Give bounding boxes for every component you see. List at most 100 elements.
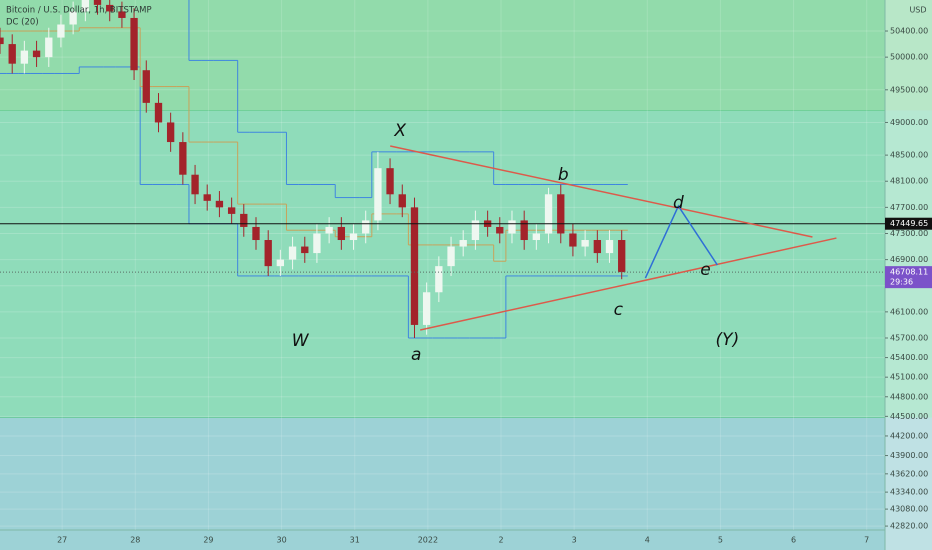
x-tick-label: 31 bbox=[350, 536, 360, 545]
candle-body bbox=[154, 102, 163, 123]
x-tick-label: 4 bbox=[645, 536, 650, 545]
level-tag bbox=[885, 217, 932, 230]
y-tick-label: 44200.00 bbox=[890, 431, 928, 440]
candle-body bbox=[166, 122, 175, 143]
candle-body bbox=[435, 266, 443, 293]
candle-body bbox=[520, 220, 528, 241]
indicator-label: DC (20) bbox=[6, 18, 39, 28]
candle-body bbox=[471, 220, 480, 241]
trendline bbox=[420, 237, 837, 331]
y-tick-label: 45700.00 bbox=[890, 333, 928, 342]
candle-body bbox=[618, 240, 626, 273]
y-tick-label: 44800.00 bbox=[890, 392, 928, 401]
candle-body bbox=[130, 17, 138, 71]
y-tick-label: 43620.00 bbox=[890, 469, 928, 478]
candle-body bbox=[227, 207, 236, 214]
candle-body bbox=[118, 11, 126, 18]
candle-body bbox=[45, 37, 53, 58]
y-tick-label: 42820.00 bbox=[890, 522, 928, 531]
wave-label: (Y) bbox=[716, 330, 740, 350]
wave-label: b bbox=[558, 165, 569, 185]
y-tick-label: 50000.00 bbox=[890, 53, 928, 62]
candle-body bbox=[69, 11, 77, 25]
candle-body bbox=[349, 233, 358, 241]
candle-body bbox=[605, 240, 614, 254]
trendline bbox=[390, 145, 813, 238]
wave-label: a bbox=[411, 345, 421, 365]
last-price-label: 46708.11 bbox=[890, 268, 928, 277]
candle-body bbox=[288, 246, 297, 260]
zone bbox=[0, 417, 932, 530]
chart-title: Bitcoin / U.S. Dollar, 1h, BITSTAMP bbox=[6, 6, 152, 16]
candle-body bbox=[57, 24, 65, 38]
last-price-tag bbox=[885, 266, 932, 289]
candle-body bbox=[106, 4, 114, 12]
wave-label: X bbox=[393, 121, 406, 141]
x-tick-label: 29 bbox=[203, 536, 213, 545]
candle-body bbox=[557, 194, 565, 234]
x-tick-label: 5 bbox=[718, 536, 723, 545]
y-tick-label: 49500.00 bbox=[890, 85, 928, 94]
countdown-label: 29:36 bbox=[890, 278, 913, 287]
wave-label: W bbox=[292, 331, 310, 351]
wave-label: c bbox=[614, 300, 624, 320]
candle-body bbox=[0, 37, 4, 45]
candle-body bbox=[581, 240, 589, 247]
candle-body bbox=[508, 220, 516, 234]
candle-body bbox=[593, 240, 602, 254]
candle-body bbox=[337, 226, 346, 241]
candle-body bbox=[301, 246, 309, 254]
candle-body bbox=[8, 44, 16, 64]
candle-body bbox=[264, 240, 272, 267]
candle-body bbox=[532, 233, 541, 241]
candle-body bbox=[325, 226, 333, 234]
x-tick-label: 30 bbox=[276, 536, 286, 545]
candle-body bbox=[447, 246, 455, 267]
y-tick-label: 44500.00 bbox=[890, 412, 928, 421]
y-tick-label: 48500.00 bbox=[890, 151, 928, 160]
level-label: 47449.65 bbox=[890, 219, 928, 228]
x-tick-label: 7 bbox=[864, 536, 869, 545]
x-tick-label: 27 bbox=[57, 536, 67, 545]
y-tick-label: 48100.00 bbox=[890, 177, 928, 186]
candle-body bbox=[20, 50, 29, 64]
candle-body bbox=[386, 168, 394, 195]
y-tick-label: 45100.00 bbox=[890, 373, 928, 382]
currency-label: USD bbox=[909, 6, 926, 15]
y-tick-label: 46900.00 bbox=[890, 255, 928, 264]
x-tick-label: 6 bbox=[791, 536, 796, 545]
wave-label: e bbox=[700, 260, 710, 280]
zone bbox=[0, 0, 932, 111]
candle-body bbox=[410, 207, 419, 325]
x-tick-label: 2 bbox=[498, 536, 503, 545]
candle-body bbox=[276, 259, 285, 267]
candle-body bbox=[569, 233, 577, 247]
y-tick-label: 49000.00 bbox=[890, 118, 928, 127]
x-tick-label: 3 bbox=[572, 536, 577, 545]
y-tick-label: 47300.00 bbox=[890, 229, 928, 238]
x-tick-label: 28 bbox=[130, 536, 140, 545]
y-tick-label: 43340.00 bbox=[890, 488, 928, 497]
candle-body bbox=[191, 174, 199, 195]
candle-body bbox=[215, 200, 224, 208]
y-tick-label: 43080.00 bbox=[890, 505, 928, 514]
candle-body bbox=[398, 194, 406, 208]
candle-body bbox=[422, 292, 431, 325]
candle-body bbox=[32, 50, 41, 58]
candle-body bbox=[93, 0, 102, 5]
candle-body bbox=[81, 0, 90, 12]
y-tick-label: 50400.00 bbox=[890, 27, 928, 36]
candle-body bbox=[362, 220, 370, 234]
candle-body bbox=[374, 168, 382, 221]
candle-body bbox=[544, 194, 553, 234]
candle-body bbox=[252, 226, 260, 241]
candle-body bbox=[496, 226, 504, 234]
y-tick-label: 45400.00 bbox=[890, 353, 928, 362]
candle-body bbox=[203, 194, 211, 201]
wave-label: d bbox=[673, 193, 684, 213]
candle-body bbox=[313, 233, 321, 254]
candle-body bbox=[142, 70, 150, 103]
trendline bbox=[644, 204, 718, 279]
